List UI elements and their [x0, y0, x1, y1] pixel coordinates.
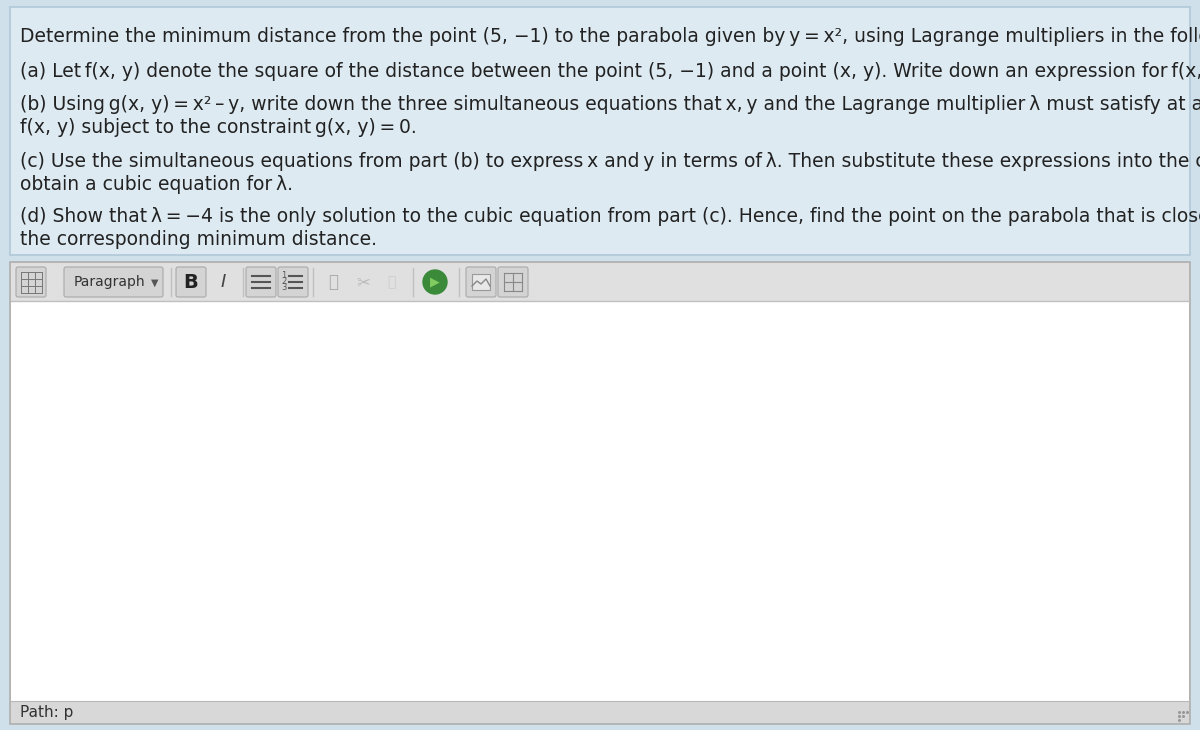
- Text: (b) Using g(x, y) = x² – y, write down the three simultaneous equations that x, : (b) Using g(x, y) = x² – y, write down t…: [20, 95, 1200, 114]
- FancyBboxPatch shape: [176, 267, 206, 297]
- Text: ✂: ✂: [356, 273, 370, 291]
- Text: I: I: [221, 273, 226, 291]
- FancyBboxPatch shape: [10, 7, 1190, 255]
- FancyBboxPatch shape: [472, 274, 490, 290]
- FancyBboxPatch shape: [466, 267, 496, 297]
- FancyBboxPatch shape: [246, 267, 276, 297]
- FancyBboxPatch shape: [10, 262, 1190, 724]
- FancyBboxPatch shape: [16, 267, 46, 297]
- Text: ▼: ▼: [151, 278, 158, 288]
- Text: obtain a cubic equation for λ.: obtain a cubic equation for λ.: [20, 175, 293, 194]
- Text: 2: 2: [281, 277, 287, 286]
- Text: Determine the minimum distance from the point (5, −1) to the parabola given by y: Determine the minimum distance from the …: [20, 27, 1200, 46]
- Text: 1: 1: [281, 272, 287, 280]
- Text: 3: 3: [281, 283, 287, 293]
- Text: the corresponding minimum distance.: the corresponding minimum distance.: [20, 230, 377, 249]
- Text: Paragraph: Paragraph: [74, 275, 145, 289]
- FancyBboxPatch shape: [278, 267, 308, 297]
- Text: ⛓: ⛓: [328, 273, 338, 291]
- Text: Path: p: Path: p: [20, 704, 73, 720]
- FancyBboxPatch shape: [11, 263, 1189, 301]
- Text: B: B: [184, 272, 198, 291]
- Text: (a) Let f(x, y) denote the square of the distance between the point (5, −1) and : (a) Let f(x, y) denote the square of the…: [20, 62, 1200, 81]
- Text: (c) Use the simultaneous equations from part (b) to express x and y in terms of : (c) Use the simultaneous equations from …: [20, 152, 1200, 171]
- FancyBboxPatch shape: [11, 302, 1189, 702]
- Circle shape: [424, 270, 446, 294]
- Text: ⛓: ⛓: [386, 275, 395, 289]
- Text: (d) Show that λ = −4 is the only solution to the cubic equation from part (c). H: (d) Show that λ = −4 is the only solutio…: [20, 207, 1200, 226]
- Text: ▶: ▶: [430, 275, 440, 288]
- Text: f(x, y) subject to the constraint g(x, y) = 0.: f(x, y) subject to the constraint g(x, y…: [20, 118, 416, 137]
- FancyBboxPatch shape: [64, 267, 163, 297]
- FancyBboxPatch shape: [11, 701, 1189, 723]
- FancyBboxPatch shape: [498, 267, 528, 297]
